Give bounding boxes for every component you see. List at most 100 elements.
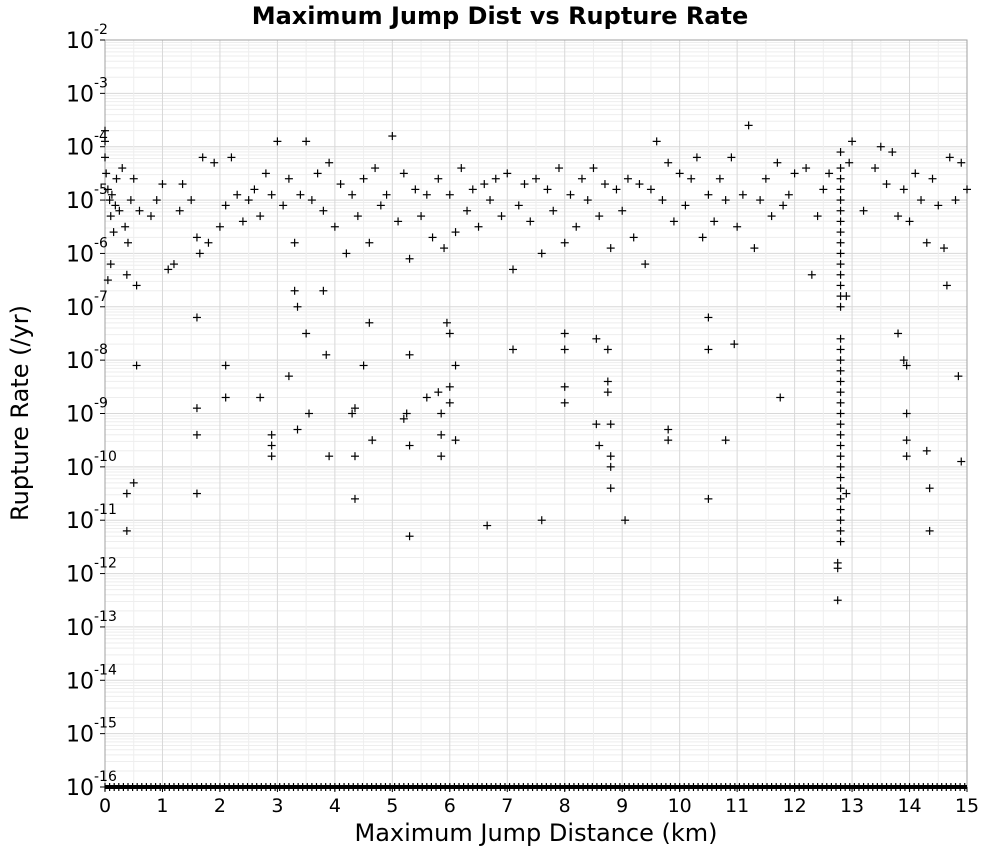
data-point — [368, 436, 377, 445]
data-point — [744, 121, 753, 130]
data-point — [422, 190, 431, 199]
data-point — [836, 398, 845, 407]
data-point — [819, 185, 828, 194]
data-point — [307, 196, 316, 205]
data-point — [221, 393, 230, 402]
data-point — [957, 158, 966, 167]
data-point — [198, 153, 207, 162]
data-point — [445, 398, 454, 407]
data-point — [279, 201, 288, 210]
data-point — [319, 286, 328, 295]
data-point — [132, 361, 141, 370]
data-point — [894, 212, 903, 221]
data-point — [836, 185, 845, 194]
data-point — [296, 190, 305, 199]
data-point — [902, 452, 911, 461]
data-point — [221, 201, 230, 210]
data-point — [451, 436, 460, 445]
data-point — [836, 409, 845, 418]
data-point — [606, 462, 615, 471]
data-point — [848, 137, 857, 146]
data-point — [836, 505, 845, 514]
x-tick-label: 2 — [214, 795, 226, 817]
data-point — [859, 206, 868, 215]
data-point — [836, 366, 845, 375]
x-tick-label: 13 — [840, 795, 864, 817]
data-point — [284, 174, 293, 183]
data-point — [132, 281, 141, 290]
data-point — [388, 132, 397, 141]
data-point — [836, 452, 845, 461]
data-point — [417, 212, 426, 221]
x-axis-label: Maximum Jump Distance (km) — [355, 819, 718, 847]
data-point — [623, 174, 632, 183]
data-point — [129, 478, 138, 487]
data-point — [480, 180, 489, 189]
y-tick-label: 10-14 — [66, 662, 117, 694]
data-point — [244, 196, 253, 205]
data-point — [606, 452, 615, 461]
data-point — [836, 420, 845, 429]
y-tick-label: 10-13 — [66, 609, 117, 641]
data-point — [437, 452, 446, 461]
data-point — [836, 484, 845, 493]
y-tick-label: 10-5 — [66, 182, 108, 214]
data-point — [836, 238, 845, 247]
data-point — [566, 190, 575, 199]
data-point — [664, 436, 673, 445]
data-point — [319, 206, 328, 215]
data-point — [790, 169, 799, 178]
data-point — [756, 196, 765, 205]
data-point — [122, 526, 131, 535]
data-point — [600, 180, 609, 189]
data-point — [592, 420, 601, 429]
data-point — [290, 238, 299, 247]
data-point — [122, 489, 131, 498]
data-point — [730, 340, 739, 349]
data-point — [560, 382, 569, 391]
data-point — [836, 217, 845, 226]
data-point — [437, 430, 446, 439]
x-tick-label: 14 — [897, 795, 921, 817]
data-point — [776, 393, 785, 402]
data-point — [192, 489, 201, 498]
data-point — [107, 190, 116, 199]
data-point — [836, 516, 845, 525]
data-point — [483, 521, 492, 530]
data-point — [925, 484, 934, 493]
data-point — [669, 217, 678, 226]
data-point — [256, 393, 265, 402]
data-point — [526, 217, 535, 226]
y-tick-label: 10-11 — [66, 502, 117, 534]
y-tick-label: 10-4 — [66, 129, 108, 161]
data-point — [353, 212, 362, 221]
x-tick-label: 3 — [271, 795, 283, 817]
data-point — [675, 169, 684, 178]
data-point — [440, 244, 449, 253]
data-point — [394, 217, 403, 226]
data-point — [468, 185, 477, 194]
y-tick-label: 10-9 — [66, 396, 108, 428]
data-point — [293, 302, 302, 311]
y-tick-label: 10-12 — [66, 556, 117, 588]
data-point — [103, 276, 112, 285]
data-point — [621, 516, 630, 525]
data-point — [549, 206, 558, 215]
data-point — [445, 190, 454, 199]
data-point — [445, 329, 454, 338]
data-point — [635, 180, 644, 189]
data-point — [405, 254, 414, 263]
data-point — [261, 169, 270, 178]
data-point — [537, 249, 546, 258]
x-tick-label: 6 — [444, 795, 456, 817]
data-point — [652, 137, 661, 146]
data-point — [750, 244, 759, 253]
data-point — [836, 206, 845, 215]
data-point — [350, 494, 359, 503]
baseline-band — [105, 785, 967, 789]
data-point — [560, 345, 569, 354]
data-point — [845, 158, 854, 167]
y-tick-label: 10-2 — [66, 22, 108, 54]
data-point — [825, 169, 834, 178]
data-point — [836, 270, 845, 279]
